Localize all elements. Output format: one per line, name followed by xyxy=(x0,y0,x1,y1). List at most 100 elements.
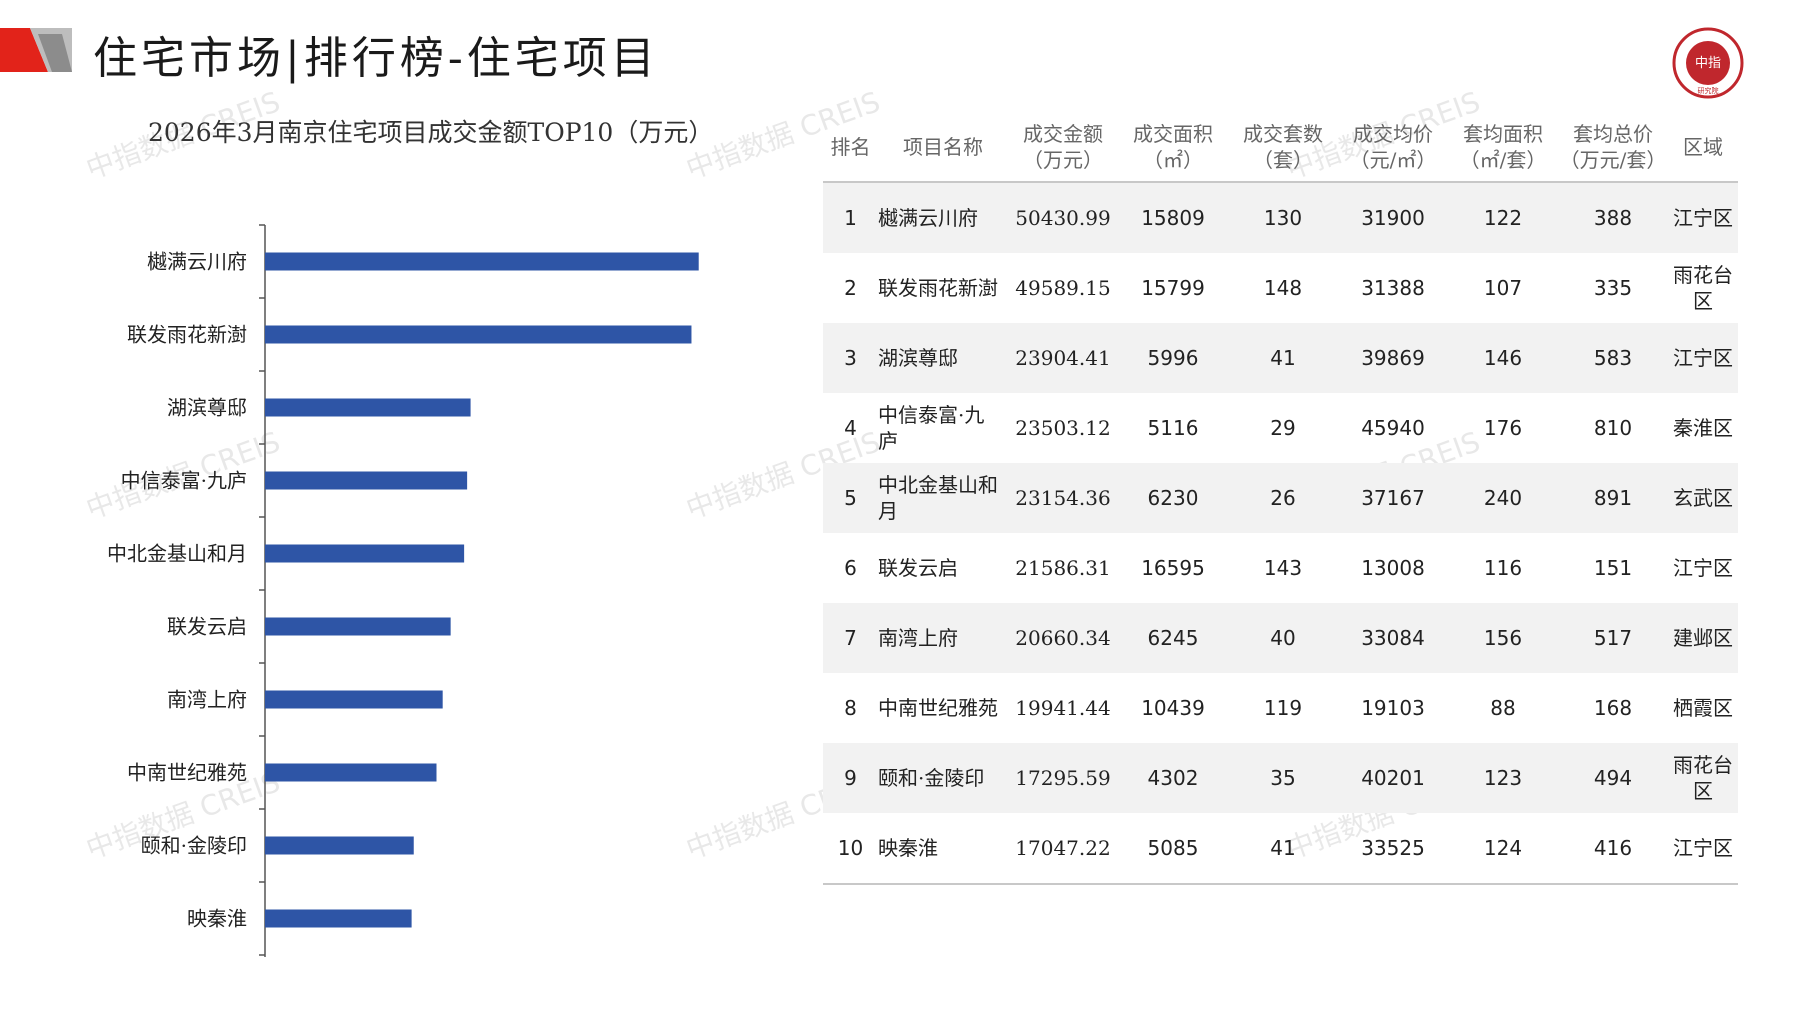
cell-area: 6245 xyxy=(1147,626,1199,650)
cell-amount: 17295.59 xyxy=(1015,766,1111,790)
cell-amount: 21586.31 xyxy=(1015,556,1111,580)
cell-area: 5996 xyxy=(1147,346,1199,370)
column-header: 成交金额 （万元） xyxy=(1023,122,1103,172)
table-row: 3 湖滨尊邸 23904.41 5996 41 39869 146 583 江宁区 xyxy=(823,323,1738,393)
column-header: 区域 xyxy=(1683,135,1723,159)
cell-name: 中信泰富·九庐 xyxy=(878,403,985,453)
category-label: 映秦淮 xyxy=(187,907,247,931)
bar xyxy=(265,252,699,271)
cell-area: 6230 xyxy=(1147,486,1199,510)
cell-rank: 9 xyxy=(844,766,857,790)
cell-area: 15799 xyxy=(1141,276,1205,300)
cell-rank: 4 xyxy=(844,416,857,440)
cell-unit-area: 123 xyxy=(1483,766,1523,790)
bar xyxy=(265,909,412,928)
category-label: 樾满云川府 xyxy=(147,250,247,274)
cell-unit-total: 168 xyxy=(1593,696,1633,720)
table-row: 9 颐和·金陵印 17295.59 4302 35 40201 123 494 雨花台区 xyxy=(823,743,1738,813)
table-row: 7 南湾上府 20660.34 6245 40 33084 156 517 建邺区 xyxy=(823,603,1738,673)
cell-units: 130 xyxy=(1263,206,1303,230)
category-label: 联发云启 xyxy=(167,615,247,639)
cell-unit-area: 176 xyxy=(1483,416,1523,440)
cell-price: 39869 xyxy=(1361,346,1425,370)
cell-district: 秦淮区 xyxy=(1673,416,1733,440)
cell-units: 29 xyxy=(1270,416,1296,440)
cell-units: 40 xyxy=(1270,626,1296,650)
cell-district: 栖霞区 xyxy=(1673,696,1733,720)
category-label: 中南世纪雅苑 xyxy=(127,761,247,785)
column-header: 套均总价 （万元/套） xyxy=(1559,122,1667,172)
cell-area: 5085 xyxy=(1147,836,1199,860)
column-header: 项目名称 xyxy=(903,135,983,159)
cell-name: 中南世纪雅苑 xyxy=(878,696,998,720)
cell-price: 19103 xyxy=(1361,696,1425,720)
cell-units: 26 xyxy=(1270,486,1296,510)
category-label: 南湾上府 xyxy=(167,688,247,712)
table-row: 5 中北金基山和月 23154.36 6230 26 37167 240 891 玄武区 xyxy=(823,463,1738,533)
column-header: 成交面积 （㎡） xyxy=(1133,122,1213,172)
cell-unit-total: 810 xyxy=(1593,416,1633,440)
cell-name: 颐和·金陵印 xyxy=(878,766,985,790)
header-decoration xyxy=(0,28,72,72)
cell-rank: 1 xyxy=(844,206,857,230)
cell-district: 江宁区 xyxy=(1673,556,1733,580)
bar xyxy=(265,471,468,490)
cell-name: 中北金基山和月 xyxy=(878,473,998,523)
cell-price: 31388 xyxy=(1361,276,1425,300)
cell-district: 玄武区 xyxy=(1673,486,1733,510)
cell-units: 35 xyxy=(1270,766,1296,790)
page-title: 住宅市场|排行榜-住宅项目 xyxy=(93,33,659,84)
cell-unit-total: 416 xyxy=(1593,836,1633,860)
cell-rank: 5 xyxy=(844,486,857,510)
table-body: 1 樾满云川府 50430.99 15809 130 31900 122 388 江宁区 2 联发雨… xyxy=(823,183,1738,883)
cell-unit-area: 88 xyxy=(1490,696,1516,720)
cell-district: 江宁区 xyxy=(1673,836,1733,860)
cell-unit-total: 388 xyxy=(1593,206,1633,230)
cell-price: 33084 xyxy=(1361,626,1425,650)
cell-unit-area: 146 xyxy=(1483,346,1523,370)
logo-subtext: 研究院 xyxy=(1698,86,1719,95)
cell-amount: 23154.36 xyxy=(1015,486,1111,510)
cell-units: 41 xyxy=(1270,836,1296,860)
table-row: 2 联发雨花新澍 49589.15 15799 148 31388 107 335 雨花台区 xyxy=(823,253,1738,323)
bar xyxy=(265,690,443,709)
cell-area: 4302 xyxy=(1147,766,1199,790)
cell-unit-total: 517 xyxy=(1593,626,1633,650)
cell-name: 联发雨花新澍 xyxy=(878,276,998,300)
china-index-academy-logo: 中指 研究院 xyxy=(1672,27,1744,99)
cell-rank: 6 xyxy=(844,556,857,580)
cell-unit-area: 156 xyxy=(1483,626,1523,650)
cell-rank: 3 xyxy=(844,346,857,370)
category-label: 中信泰富·九庐 xyxy=(121,469,247,493)
bar xyxy=(265,763,437,782)
cell-units: 119 xyxy=(1263,696,1303,720)
cell-rank: 2 xyxy=(844,276,857,300)
cell-unit-area: 122 xyxy=(1483,206,1523,230)
cell-unit-total: 151 xyxy=(1593,556,1633,580)
cell-name: 联发云启 xyxy=(878,556,958,580)
cell-rank: 7 xyxy=(844,626,857,650)
cell-amount: 23503.12 xyxy=(1015,416,1111,440)
bar xyxy=(265,325,692,344)
bar xyxy=(265,836,414,855)
cell-area: 15809 xyxy=(1141,206,1205,230)
table-row: 6 联发云启 21586.31 16595 143 13008 116 151 江宁区 xyxy=(823,533,1738,603)
cell-district: 雨花台区 xyxy=(1673,263,1733,313)
bar-chart: 樾满云川府联发雨花新澍湖滨尊邸中信泰富·九庐中北金基山和月联发云启南湾上府中南世… xyxy=(107,224,699,957)
category-label: 颐和·金陵印 xyxy=(141,834,247,858)
cell-price: 45940 xyxy=(1361,416,1425,440)
cell-area: 16595 xyxy=(1141,556,1205,580)
chart-title: 2026年3月南京住宅项目成交金额TOP10（万元） xyxy=(148,118,714,147)
cell-price: 13008 xyxy=(1361,556,1425,580)
cell-unit-area: 107 xyxy=(1483,276,1523,300)
cell-rank: 8 xyxy=(844,696,857,720)
cell-district: 江宁区 xyxy=(1673,346,1733,370)
column-header: 成交套数 （套） xyxy=(1243,122,1323,172)
cell-unit-area: 240 xyxy=(1483,486,1523,510)
bar xyxy=(265,617,451,636)
table-bottom-rule xyxy=(823,883,1738,885)
cell-price: 40201 xyxy=(1361,766,1425,790)
cell-unit-area: 116 xyxy=(1483,556,1523,580)
cell-district: 江宁区 xyxy=(1673,206,1733,230)
cell-district: 建邺区 xyxy=(1673,626,1733,650)
